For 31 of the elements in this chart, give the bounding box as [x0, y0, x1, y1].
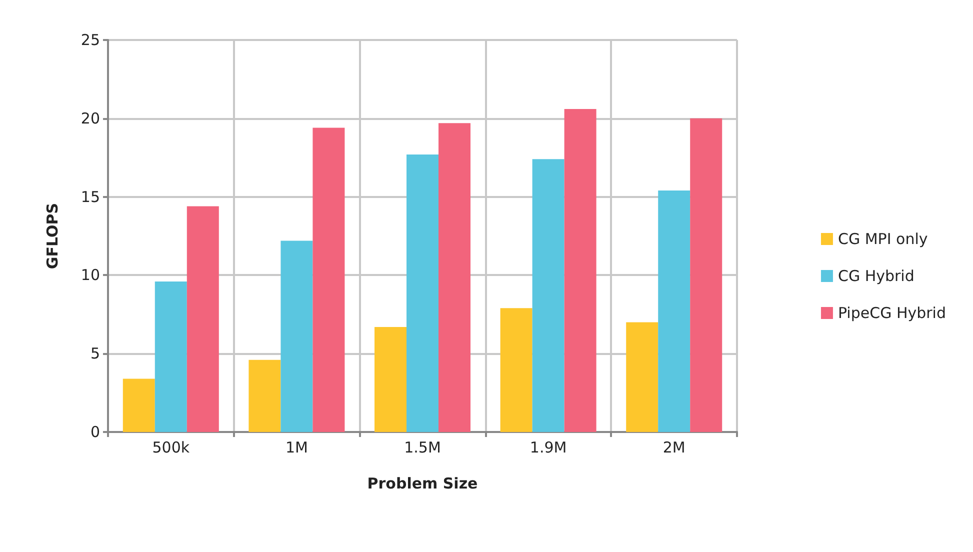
bar	[406, 154, 438, 432]
x-tick-label: 2M	[662, 438, 686, 456]
bar	[438, 123, 470, 432]
x-tick-label: 1M	[285, 438, 308, 456]
legend-label: PipeCG Hybrid	[838, 304, 946, 322]
bar	[280, 240, 313, 432]
x-axis-title: Problem Size	[367, 474, 478, 492]
y-tick-label: 25	[80, 31, 100, 49]
y-tick-label: 0	[90, 423, 100, 441]
y-tick-label: 10	[80, 266, 100, 284]
x-tick-label: 1.5M	[404, 438, 441, 456]
bar	[312, 128, 345, 432]
legend-label: CG MPI only	[838, 230, 928, 248]
bar	[186, 206, 219, 432]
bar	[248, 360, 281, 432]
bar	[626, 322, 658, 432]
bar	[658, 190, 690, 432]
y-tick-label: 5	[90, 344, 100, 363]
bar	[564, 108, 596, 432]
y-axis-title: GFLOPS	[44, 202, 62, 270]
bar	[154, 281, 187, 432]
bar	[532, 159, 564, 432]
y-tick-label: 20	[80, 109, 100, 128]
x-tick-label: 500k	[152, 438, 190, 456]
y-tick-label: 15	[80, 188, 100, 206]
bar	[122, 378, 155, 432]
bar	[690, 118, 722, 432]
bar	[374, 326, 406, 432]
legend-label: CG Hybrid	[838, 267, 914, 285]
bar	[500, 308, 532, 432]
x-tick-label: 1.9M	[530, 438, 567, 456]
